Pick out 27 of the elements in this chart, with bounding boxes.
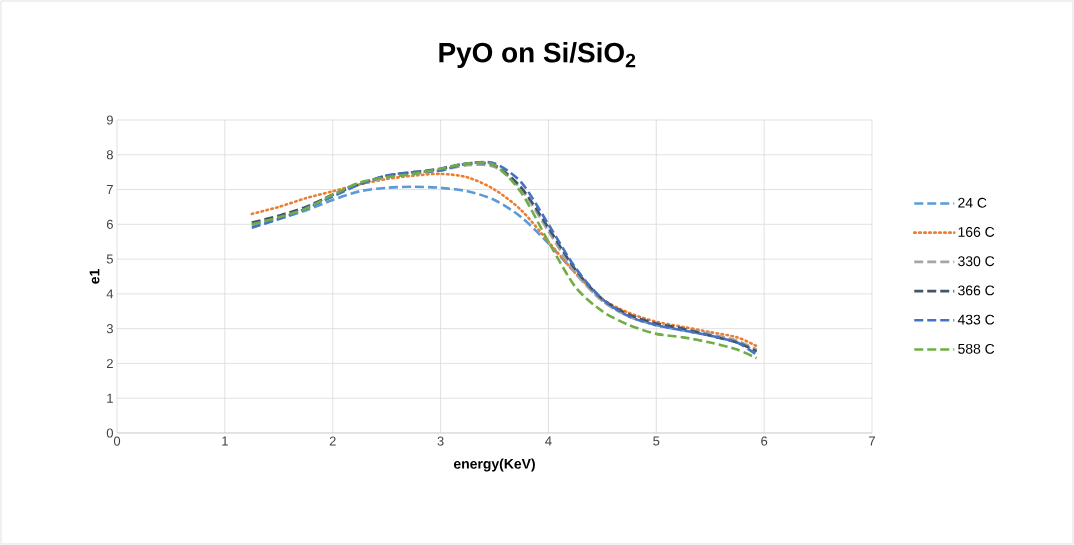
x-tick-label: 1 [222, 436, 228, 446]
legend-label: 588 C [958, 343, 995, 354]
x-tick-label: 5 [653, 436, 660, 446]
y-tick-label: 9 [106, 115, 113, 125]
legend-label: 166 C [958, 227, 995, 237]
x-tick-label: 7 [869, 436, 875, 446]
y-tick-label: 6 [106, 219, 113, 229]
y-axis-title: e1 [89, 269, 100, 284]
y-tick-label: 5 [106, 254, 113, 264]
x-tick-label: 3 [437, 436, 444, 446]
y-tick-label: 0 [106, 428, 113, 438]
y-tick-label: 1 [107, 393, 113, 403]
x-tick-label: 6 [761, 436, 768, 446]
x-tick-label: 0 [113, 436, 121, 446]
y-tick-label: 7 [106, 185, 113, 194]
y-tick-label: 3 [106, 324, 113, 334]
y-tick-label: 8 [106, 150, 113, 160]
legend-label: 366 C [958, 285, 995, 296]
x-axis-title: energy(KeV) [453, 458, 535, 472]
y-tick-label: 2 [106, 358, 113, 368]
x-tick-label: 4 [545, 436, 552, 446]
chart-title: PyO on Si/SiO$_{2}$ [439, 42, 636, 68]
x-tick-label: 2 [329, 436, 336, 446]
legend-label: 433 C [957, 314, 995, 325]
legend-label: 24 C [958, 197, 987, 208]
y-tick-label: 4 [106, 289, 114, 299]
legend-label: 330 C [958, 256, 995, 267]
